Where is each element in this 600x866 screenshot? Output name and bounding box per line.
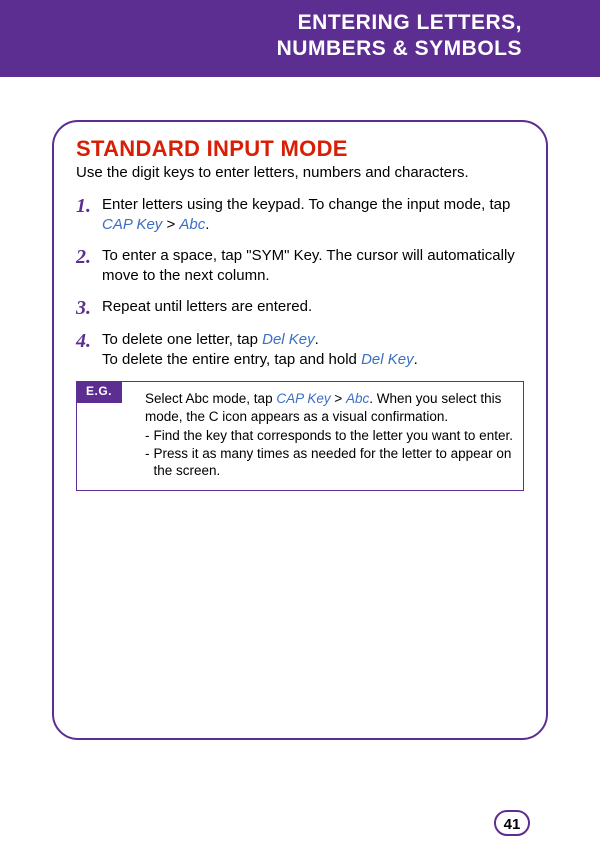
section-intro: Use the digit keys to enter letters, num… <box>76 164 524 181</box>
step-text: . <box>205 216 209 233</box>
section-title: STANDARD INPUT MODE <box>76 136 524 162</box>
example-box: E.G. Select Abc mode, tap CAP Key > Abc.… <box>76 381 524 491</box>
bullet-text: Find the key that corresponds to the let… <box>154 427 513 445</box>
steps-list: 1. Enter letters using the keypad. To ch… <box>76 195 524 369</box>
step-3: 3. Repeat until letters are entered. <box>76 297 524 318</box>
dash-icon: - <box>145 427 154 445</box>
step-number: 1. <box>76 195 102 216</box>
example-text: > <box>331 391 346 406</box>
step-text: . <box>315 331 319 348</box>
step-text: Enter letters using the keypad. To chang… <box>102 196 510 213</box>
page: ENTERING LETTERS, NUMBERS & SYMBOLS STAN… <box>0 0 600 866</box>
step-body: Repeat until letters are entered. <box>102 297 312 317</box>
bullet-text: Press it as many times as needed for the… <box>154 445 514 480</box>
del-key-link: Del Key <box>262 331 315 348</box>
step-body: Enter letters using the keypad. To chang… <box>102 195 524 234</box>
step-number: 4. <box>76 330 102 351</box>
step-2: 2. To enter a space, tap "SYM" Key. The … <box>76 246 524 285</box>
step-1: 1. Enter letters using the keypad. To ch… <box>76 195 524 234</box>
del-key-link: Del Key <box>361 351 414 368</box>
abc-link: Abc <box>179 216 205 233</box>
step-text: To delete the entire entry, tap and hold <box>102 351 361 368</box>
header-line-2: NUMBERS & SYMBOLS <box>0 36 522 62</box>
abc-link: Abc <box>346 391 369 406</box>
page-header: ENTERING LETTERS, NUMBERS & SYMBOLS <box>0 0 600 77</box>
step-4: 4. To delete one letter, tap Del Key. To… <box>76 330 524 369</box>
step-number: 3. <box>76 297 102 318</box>
step-text: > <box>162 216 179 233</box>
example-bullet: - Find the key that corresponds to the l… <box>145 427 513 445</box>
step-body: To enter a space, tap "SYM" Key. The cur… <box>102 246 524 285</box>
dash-icon: - <box>145 445 154 480</box>
example-bullet: - Press it as many times as needed for t… <box>145 445 513 480</box>
step-text: To delete one letter, tap <box>102 331 262 348</box>
step-body: To delete one letter, tap Del Key. To de… <box>102 330 418 369</box>
header-line-1: ENTERING LETTERS, <box>0 10 522 36</box>
example-bullets: - Find the key that corresponds to the l… <box>145 427 513 480</box>
example-badge: E.G. <box>76 381 122 403</box>
step-number: 2. <box>76 246 102 267</box>
example-text: Select Abc mode, tap <box>145 391 276 406</box>
content-card: STANDARD INPUT MODE Use the digit keys t… <box>52 120 548 740</box>
page-number: 41 <box>494 810 530 836</box>
cap-key-link: CAP Key <box>276 391 330 406</box>
cap-key-link: CAP Key <box>102 216 162 233</box>
step-text: . <box>414 351 418 368</box>
example-lead: Select Abc mode, tap CAP Key > Abc. When… <box>145 390 513 425</box>
